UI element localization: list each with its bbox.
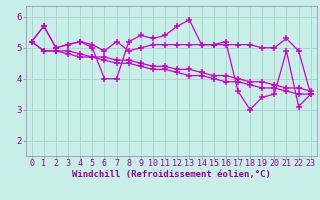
X-axis label: Windchill (Refroidissement éolien,°C): Windchill (Refroidissement éolien,°C) xyxy=(72,170,271,179)
